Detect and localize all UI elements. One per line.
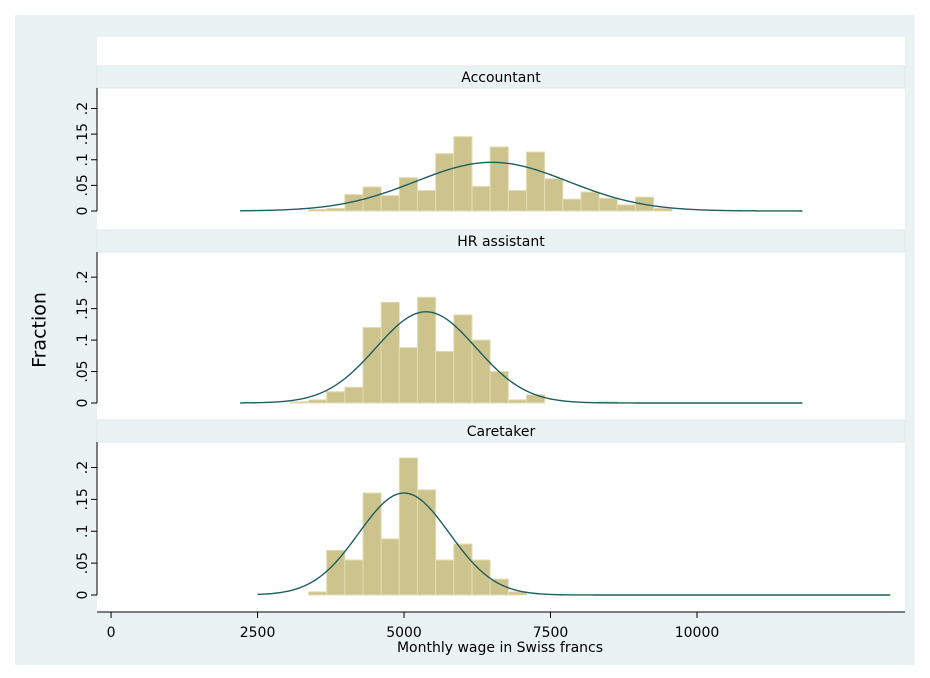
bar <box>580 191 600 212</box>
y-tick-label: .15 <box>75 488 91 510</box>
bar <box>525 394 546 404</box>
y-tick-label: .1 <box>75 333 91 346</box>
y-tick-label: .15 <box>75 297 91 319</box>
y-tick-label: .05 <box>75 552 91 574</box>
bar <box>435 350 455 404</box>
bar <box>398 457 419 596</box>
bar <box>289 401 310 404</box>
bar <box>489 578 509 596</box>
y-axis-title: Fraction <box>29 292 51 368</box>
bar <box>398 347 419 404</box>
bar <box>507 399 527 404</box>
bar <box>417 489 437 596</box>
x-axis-title: Monthly wage in Swiss francs <box>397 640 603 656</box>
normal-curve <box>239 311 803 404</box>
bar <box>507 190 527 212</box>
bar <box>525 151 546 212</box>
bar <box>344 386 364 404</box>
panel-strip <box>96 419 906 443</box>
y-tick-label: .1 <box>75 525 91 538</box>
bar <box>380 301 400 404</box>
bar <box>380 538 400 596</box>
bar <box>326 549 346 596</box>
x-tick-label: 10000 <box>675 625 720 641</box>
bar <box>544 178 564 212</box>
bar <box>653 207 673 212</box>
plot-region <box>97 37 905 612</box>
panel-strip <box>96 65 906 89</box>
bar <box>562 198 582 212</box>
bar <box>417 190 437 212</box>
panel-strip <box>96 229 906 253</box>
panel-title: Accountant <box>461 70 541 86</box>
x-tick-label: 2500 <box>240 625 276 641</box>
bar <box>598 197 618 212</box>
y-tick-label: 0 <box>75 207 91 216</box>
bar <box>489 371 509 404</box>
y-tick-label: .2 <box>75 102 91 115</box>
bar <box>435 559 455 596</box>
bar <box>417 296 437 404</box>
y-tick-label: .1 <box>75 153 91 166</box>
normal-curve <box>239 161 803 212</box>
bar <box>308 591 328 596</box>
x-tick-label: 5000 <box>386 625 422 641</box>
bar <box>471 185 491 212</box>
normal-curve <box>257 492 891 596</box>
y-tick-label: .05 <box>75 174 91 196</box>
y-tick-label: .2 <box>75 270 91 283</box>
x-tick-label: 0 <box>107 625 116 641</box>
panel-title: HR assistant <box>457 234 545 250</box>
y-tick-label: 0 <box>75 399 91 408</box>
y-tick-label: .05 <box>75 360 91 382</box>
bar <box>398 177 419 212</box>
bar <box>308 208 328 212</box>
y-tick-label: .2 <box>75 461 91 474</box>
bar <box>344 559 364 596</box>
bar <box>362 327 382 404</box>
bar <box>308 399 328 404</box>
bar <box>326 391 346 404</box>
bar <box>507 591 527 596</box>
bar <box>616 204 636 212</box>
x-tick-label: 7500 <box>533 625 569 641</box>
bar <box>380 195 400 212</box>
y-tick-label: .15 <box>75 123 91 145</box>
bar <box>471 339 491 404</box>
panel-title: Caretaker <box>467 424 536 440</box>
bar <box>326 207 346 212</box>
bar <box>435 153 455 212</box>
bar <box>489 146 509 212</box>
bar <box>453 136 473 212</box>
y-tick-label: 0 <box>75 591 91 600</box>
